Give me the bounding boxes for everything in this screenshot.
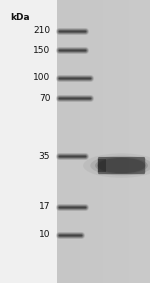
Bar <box>106 0 108 283</box>
Bar <box>59 0 62 283</box>
Ellipse shape <box>83 153 150 178</box>
Bar <box>124 0 127 283</box>
Bar <box>143 0 146 283</box>
Bar <box>148 0 150 283</box>
Bar <box>129 0 132 283</box>
Ellipse shape <box>90 156 150 175</box>
Ellipse shape <box>98 158 146 173</box>
Bar <box>57 0 150 283</box>
Ellipse shape <box>95 157 148 174</box>
Text: kDa: kDa <box>11 13 30 22</box>
Bar <box>98 159 106 172</box>
Bar <box>120 0 122 283</box>
Bar <box>76 0 78 283</box>
Bar <box>113 0 116 283</box>
Bar <box>145 0 148 283</box>
Bar <box>66 0 69 283</box>
Bar <box>110 0 113 283</box>
Bar <box>64 0 67 283</box>
Bar <box>62 0 64 283</box>
Bar <box>92 0 94 283</box>
Bar <box>99 0 102 283</box>
Bar <box>138 0 141 283</box>
Text: 70: 70 <box>39 94 50 103</box>
Bar <box>134 0 136 283</box>
Bar <box>94 0 97 283</box>
Text: 17: 17 <box>39 202 50 211</box>
Bar <box>131 0 134 283</box>
Bar <box>136 0 139 283</box>
Bar <box>87 0 90 283</box>
Bar <box>90 0 92 283</box>
Bar <box>127 0 129 283</box>
Bar <box>83 0 85 283</box>
Bar <box>78 0 81 283</box>
Bar <box>85 0 88 283</box>
Text: 100: 100 <box>33 73 50 82</box>
Text: 10: 10 <box>39 230 50 239</box>
Text: 150: 150 <box>33 46 50 55</box>
Bar <box>57 0 60 283</box>
Bar <box>108 0 111 283</box>
Text: 210: 210 <box>33 26 50 35</box>
Bar <box>141 0 143 283</box>
Bar <box>80 0 83 283</box>
Bar <box>71 0 74 283</box>
Text: 35: 35 <box>39 152 50 161</box>
Bar <box>101 0 104 283</box>
Bar <box>69 0 71 283</box>
Bar <box>117 0 120 283</box>
Bar <box>103 0 106 283</box>
Bar <box>73 0 76 283</box>
Bar <box>122 0 125 283</box>
Bar <box>97 0 99 283</box>
Bar <box>115 0 118 283</box>
FancyBboxPatch shape <box>98 157 145 174</box>
